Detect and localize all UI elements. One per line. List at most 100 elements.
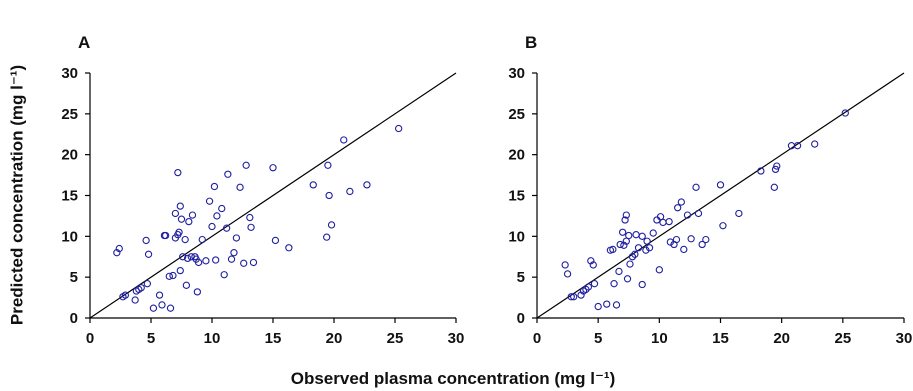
data-point [811, 140, 819, 148]
data-point [242, 161, 250, 169]
data-point [687, 235, 695, 243]
data-point [188, 211, 197, 219]
data-point [208, 222, 216, 231]
y-axis-title: Predicted concentration (mg l⁻¹) [7, 65, 26, 325]
data-point [655, 266, 663, 274]
panel-a: A 0 5 10 15 20 25 30 0 5 10 15 20 25 30 [61, 33, 464, 347]
data-point [158, 301, 166, 309]
y-tick-label: 25 [508, 106, 525, 123]
data-point [137, 284, 145, 292]
data-point [674, 204, 682, 212]
x-tick-label: 25 [834, 330, 851, 347]
data-point [589, 261, 597, 269]
data-point [735, 209, 743, 218]
data-point [324, 161, 332, 169]
data-point [169, 271, 177, 280]
data-point [198, 235, 206, 244]
data-point [202, 257, 210, 265]
data-point [205, 197, 214, 205]
data-point [567, 293, 575, 301]
x-tick-label: 10 [204, 330, 221, 347]
data-point [643, 237, 651, 245]
data-point [143, 280, 151, 288]
data-point [346, 187, 354, 196]
data-point [626, 260, 634, 268]
data-point [841, 109, 849, 117]
data-point [340, 136, 348, 144]
data-point [149, 304, 158, 312]
data-point [683, 211, 692, 219]
data-point [770, 183, 778, 191]
x-axis-title: Observed plasma concentration (mg l⁻¹) [291, 369, 616, 388]
data-point [719, 222, 727, 230]
data-point [240, 259, 248, 267]
data-point [395, 124, 403, 133]
data-point [232, 234, 241, 242]
data-point [615, 267, 623, 276]
data-point [702, 235, 710, 244]
data-point [638, 280, 646, 289]
data-point [632, 231, 640, 239]
data-point [594, 302, 602, 311]
data-point [563, 270, 572, 278]
y-tick-label: 10 [61, 228, 78, 245]
x-tick-label: 30 [448, 330, 465, 347]
data-point [716, 181, 725, 189]
data-point [773, 162, 781, 170]
data-point [121, 291, 130, 299]
y-tick-label: 0 [517, 310, 525, 327]
data-point [692, 183, 700, 191]
y-tick-label: 10 [508, 228, 525, 245]
data-point [176, 266, 184, 275]
data-point [698, 240, 706, 249]
data-point [175, 228, 183, 236]
data-point [622, 211, 630, 219]
data-point [171, 209, 180, 218]
data-point [590, 280, 599, 288]
x-tick-label: 5 [594, 330, 602, 347]
data-point [246, 213, 254, 222]
data-point [582, 285, 590, 294]
data-point [161, 231, 170, 240]
data-point [642, 246, 650, 254]
data-point [634, 244, 643, 252]
x-tick-label: 0 [533, 330, 541, 347]
data-point [155, 291, 164, 299]
data-point [609, 245, 617, 254]
y-tick-label: 25 [61, 106, 78, 123]
data-point [176, 202, 184, 210]
data-point [115, 244, 123, 253]
data-point [610, 280, 618, 288]
x-tick-label: 20 [773, 330, 790, 347]
data-point [309, 181, 317, 189]
data-point [285, 244, 293, 252]
data-point [185, 217, 193, 226]
data-point [325, 191, 333, 200]
data-point [166, 304, 175, 312]
data-point [165, 272, 173, 280]
data-point [177, 215, 186, 223]
data-point [181, 235, 189, 244]
y-tick-label: 20 [508, 147, 525, 164]
data-point [666, 238, 674, 246]
data-point [179, 253, 187, 261]
panel-label: A [78, 33, 90, 52]
data-point [645, 244, 654, 252]
data-point [612, 301, 621, 309]
y-tick-label: 15 [61, 188, 78, 205]
panel-b: B 0 5 10 15 20 25 30 0 5 10 15 20 25 30 [508, 33, 912, 347]
x-tick-label: 5 [147, 330, 155, 347]
data-point [618, 228, 627, 236]
data-point [327, 221, 336, 229]
identity-line [89, 72, 457, 319]
data-point [584, 283, 593, 291]
data-point [144, 250, 153, 258]
data-point [363, 181, 371, 189]
data-point [616, 240, 624, 249]
data-point [220, 271, 228, 279]
data-point [659, 218, 667, 227]
data-point [210, 182, 219, 191]
data-point [227, 255, 236, 263]
data-point [631, 250, 639, 258]
